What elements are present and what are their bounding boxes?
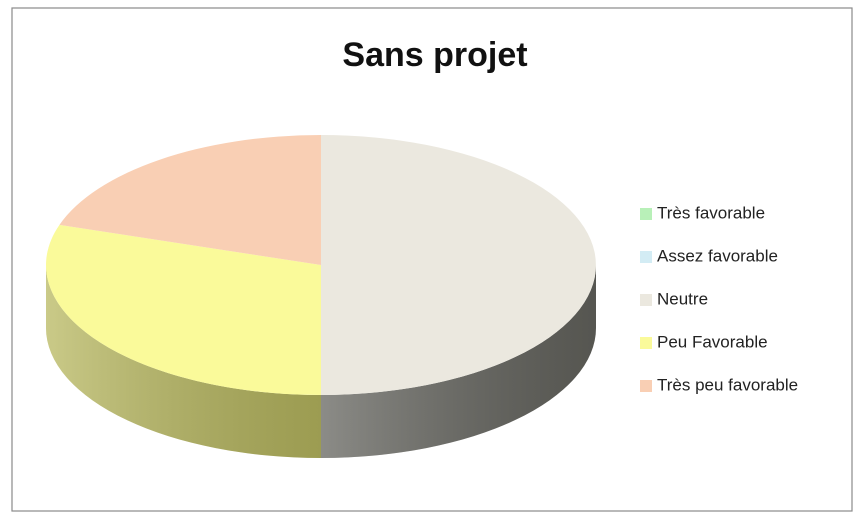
legend: Très favorable Assez favorable Neutre Peu F… xyxy=(640,203,798,394)
legend-label: Très peu favorable xyxy=(657,375,798,394)
legend-label: Assez favorable xyxy=(657,246,778,265)
pie-sides xyxy=(46,265,596,458)
pie xyxy=(46,135,596,458)
legend-swatch xyxy=(640,208,652,220)
pie-slice-side-shade xyxy=(321,265,596,458)
legend-label: Très favorable xyxy=(657,203,765,222)
legend-label: Peu Favorable xyxy=(657,332,768,351)
pie-slice xyxy=(46,224,322,395)
legend-swatch xyxy=(640,294,652,306)
legend-swatch xyxy=(640,251,652,263)
legend-swatch xyxy=(640,337,652,349)
pie-slice xyxy=(321,135,596,395)
legend-label: Neutre xyxy=(657,289,708,308)
pie-slice-side-shade xyxy=(46,265,321,458)
chart-title: Sans projet xyxy=(342,36,527,74)
pie-slice xyxy=(59,135,322,265)
legend-swatch xyxy=(640,380,652,392)
